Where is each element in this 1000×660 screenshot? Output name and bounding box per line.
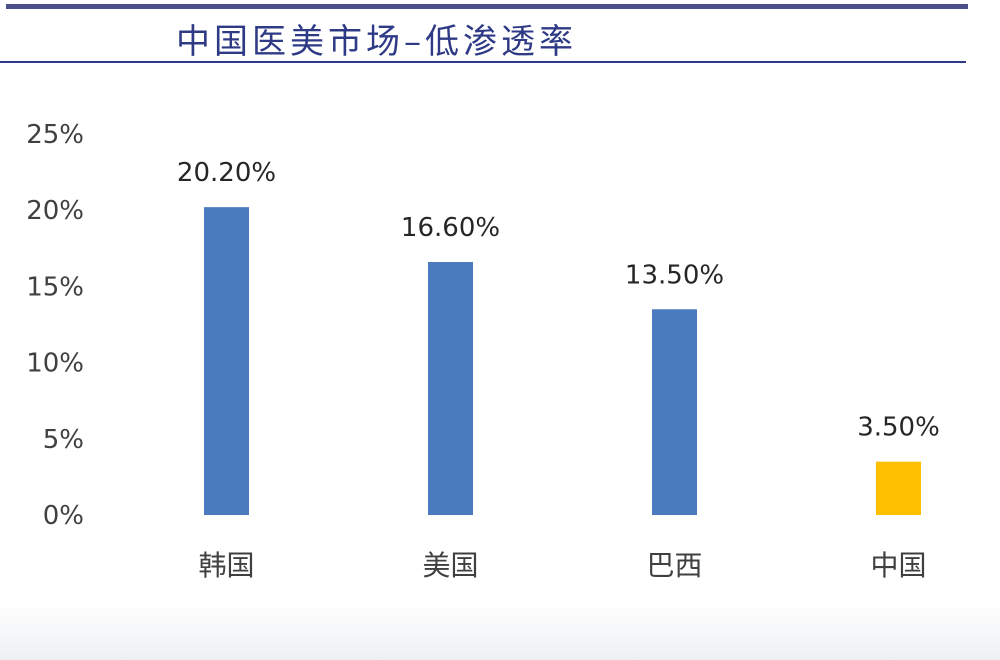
data-label-1: 20.20% (177, 158, 276, 188)
y-tick-label: 5% (43, 425, 84, 455)
y-tick-label: 20% (26, 196, 84, 226)
top-border-rule (6, 4, 968, 9)
category-label-1: 韩国 (198, 549, 254, 582)
y-axis: 0% 5% 10% 15% 20% 25% (26, 120, 84, 531)
bar-3 (652, 309, 697, 515)
category-label-4: 中国 (870, 549, 926, 582)
y-tick-label: 15% (26, 272, 84, 302)
title-underline (0, 61, 966, 63)
y-tick-label: 25% (26, 120, 84, 150)
bar-2 (428, 262, 473, 515)
bottom-shade (0, 600, 1000, 660)
data-label-3: 13.50% (625, 260, 724, 290)
category-label-3: 巴西 (646, 549, 702, 582)
y-tick-label: 10% (26, 349, 84, 379)
bar-4 (876, 461, 921, 515)
x-axis: 韩国 美国 巴西 中国 (198, 549, 926, 582)
data-label-4: 3.50% (857, 413, 940, 443)
bar-1 (204, 207, 249, 516)
bar-series (204, 207, 921, 516)
page-title: 中国医美市场–低渗透率 (176, 22, 577, 62)
data-label-2: 16.60% (401, 213, 500, 243)
data-labels: 20.20% 16.60% 13.50% 3.50% (177, 158, 940, 443)
y-tick-label: 0% (43, 501, 84, 531)
category-label-2: 美国 (422, 549, 478, 582)
